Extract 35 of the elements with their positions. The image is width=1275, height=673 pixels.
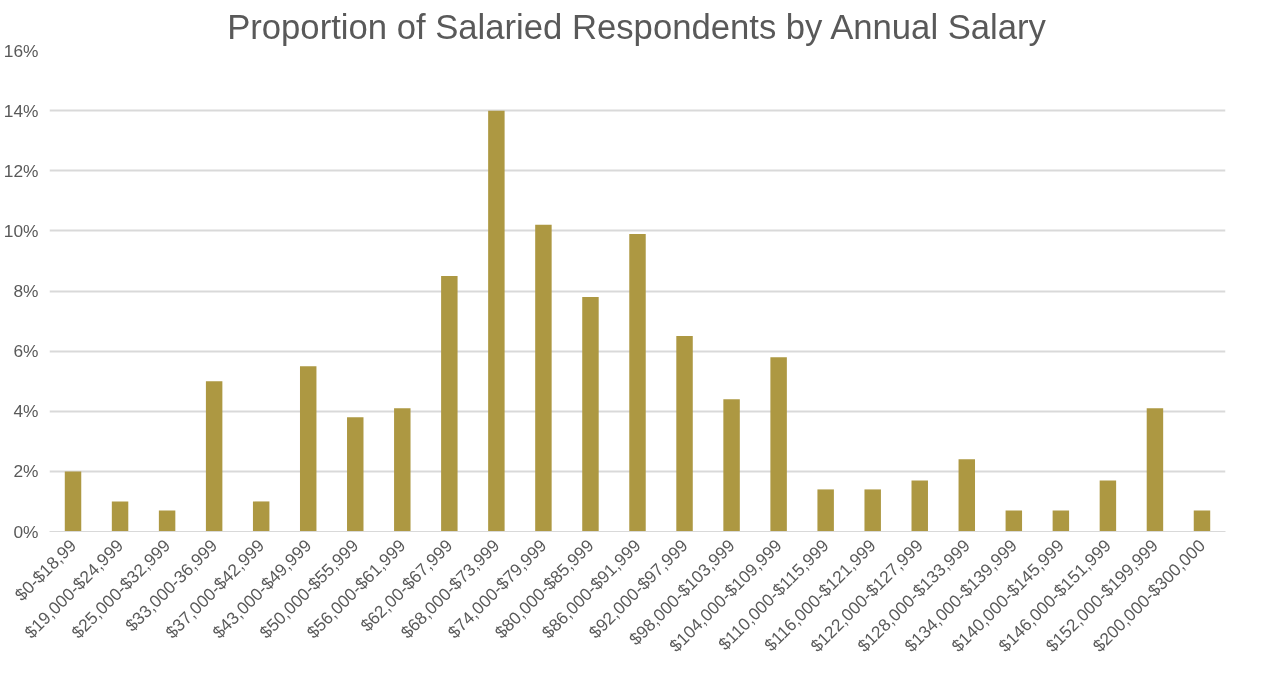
bar xyxy=(958,459,976,532)
bar xyxy=(582,297,599,532)
y-tick-label: 16% xyxy=(3,40,39,61)
bar xyxy=(1146,408,1164,532)
bar xyxy=(394,408,411,532)
bar xyxy=(1052,510,1070,532)
bar xyxy=(535,224,552,532)
bar xyxy=(676,336,693,532)
bar xyxy=(817,489,834,532)
bar xyxy=(441,275,458,532)
bar xyxy=(911,480,928,532)
bar xyxy=(252,501,270,532)
bar xyxy=(629,233,646,532)
bar xyxy=(864,489,881,532)
chart-title: Proportion of Salaried Respondents by Annual Salary xyxy=(227,7,1047,46)
bar xyxy=(1099,480,1117,532)
bar xyxy=(158,510,176,532)
bar xyxy=(64,471,82,532)
y-tick-label: 2% xyxy=(13,461,39,482)
y-tick-label: 14% xyxy=(3,100,39,121)
bar xyxy=(723,399,740,532)
bar xyxy=(347,417,364,532)
y-tick-label: 8% xyxy=(13,281,39,301)
bar xyxy=(1005,510,1023,532)
y-tick-label: 12% xyxy=(3,160,39,181)
y-tick-label: 0% xyxy=(13,521,39,542)
y-tick-label: 10% xyxy=(3,220,39,241)
bar xyxy=(488,110,505,532)
y-tick-label: 6% xyxy=(13,341,39,362)
bar xyxy=(111,501,129,532)
bar xyxy=(770,357,787,532)
bar xyxy=(205,381,223,532)
bar xyxy=(1193,510,1211,532)
bar xyxy=(299,366,317,532)
y-tick-label: 4% xyxy=(13,401,39,422)
